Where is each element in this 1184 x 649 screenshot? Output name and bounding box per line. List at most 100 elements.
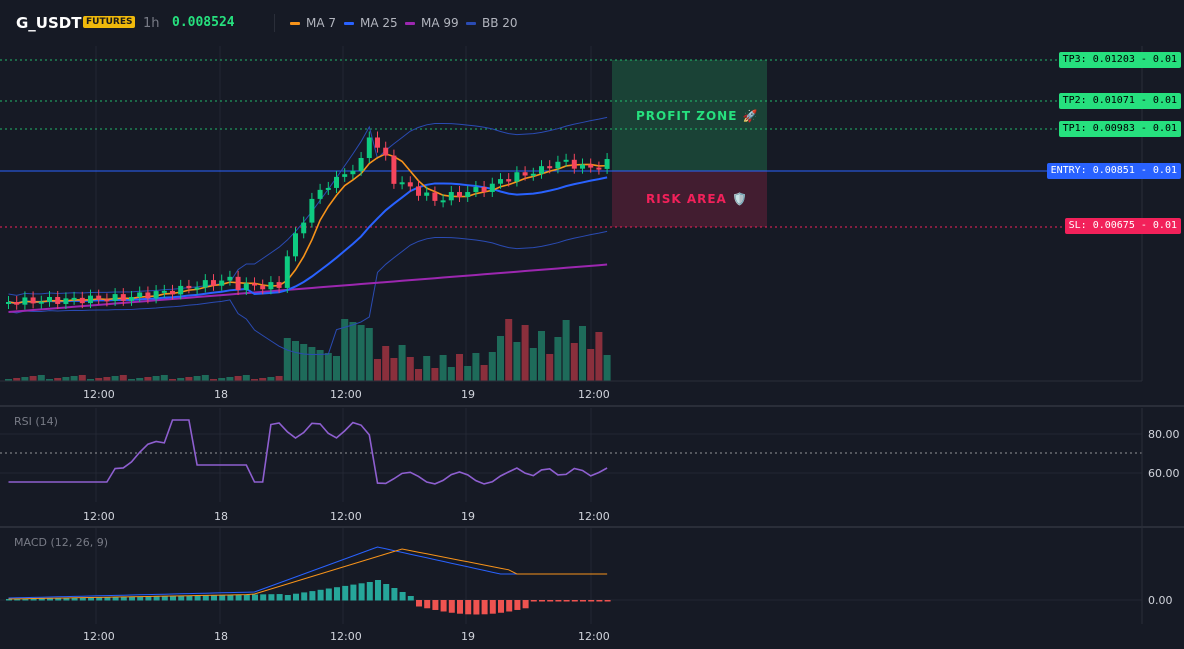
legend-ma25[interactable]: MA 25 (344, 16, 398, 30)
entry-label[interactable]: ENTRY: 0.00851 - 0.01 (1046, 163, 1181, 179)
volume-bar (365, 328, 373, 381)
volume-bar (242, 375, 250, 381)
macd-histogram-bar (604, 600, 611, 602)
volume-bar (349, 322, 357, 381)
macd-histogram-bar (399, 592, 406, 601)
volume-bar (529, 348, 537, 381)
candle-body (358, 158, 364, 171)
volume-bar (456, 354, 463, 381)
interval-selector[interactable]: 1h (143, 16, 160, 31)
macd-histogram-bar (571, 600, 578, 602)
macd-histogram-bar (38, 598, 45, 601)
macd-histogram-bar (129, 596, 135, 601)
macd-histogram-bar (383, 584, 390, 601)
macd-histogram-bar (47, 598, 53, 601)
macd-histogram-bar (498, 600, 504, 613)
legend-bb20[interactable]: BB 20 (466, 16, 518, 30)
candle-body (432, 192, 438, 201)
macd-histogram-bar (252, 594, 258, 601)
volume-bar (136, 378, 144, 381)
volume-bar (341, 319, 349, 381)
volume-bar (283, 338, 291, 381)
time-label: 12:00 (83, 388, 115, 401)
macd-histogram-bar (88, 597, 94, 601)
volume-bar (5, 379, 12, 381)
candle-body (596, 167, 602, 170)
volume-bar (357, 325, 365, 381)
volume-bar (488, 352, 496, 381)
macd-histogram-bar (547, 600, 554, 602)
macd-histogram-bar (539, 600, 545, 602)
tp3-label[interactable]: TP3: 0.01203 - 0.01 (1058, 52, 1181, 68)
volume-bar (103, 377, 111, 381)
volume-bar (579, 326, 586, 381)
symbol-name[interactable]: G_USDT (16, 14, 82, 32)
bb-upper-line (8, 116, 608, 296)
volume-bar (251, 379, 258, 381)
macd-histogram-bar (104, 597, 111, 601)
volume-bar (398, 345, 406, 381)
macd-histogram-bar (186, 595, 193, 601)
candle-body (424, 192, 430, 196)
macd-histogram-bar (350, 584, 357, 601)
candle-body (325, 187, 331, 190)
last-price: 0.008524 (172, 15, 235, 30)
volume-bar (226, 377, 234, 381)
macd-histogram-bar (63, 597, 70, 601)
candle-body (547, 166, 553, 169)
volume-bar (292, 341, 299, 381)
legend-ma25-label: MA 25 (360, 16, 398, 30)
volume-bar (595, 332, 603, 381)
volume-bar (21, 377, 29, 381)
candle-body (211, 280, 216, 286)
macd-title: MACD (12, 26, 9) (14, 536, 109, 549)
legend-ma7[interactable]: MA 7 (290, 16, 336, 30)
macd-histogram-bar (202, 595, 209, 601)
candle-body (489, 183, 495, 192)
macd-histogram-bar (448, 600, 455, 613)
tp2-label[interactable]: TP2: 0.01071 - 0.01 (1058, 93, 1181, 109)
macd-histogram-bar (563, 600, 570, 602)
candle-body (145, 292, 151, 299)
volume-bar (128, 379, 135, 381)
sl-label[interactable]: SL: 0.00675 - 0.01 (1064, 218, 1181, 234)
time-label: 12:00 (578, 630, 610, 643)
candle-body (161, 290, 167, 293)
macd-signal-line (8, 548, 608, 600)
volume-bar (119, 375, 127, 381)
legend-ma99[interactable]: MA 99 (405, 16, 459, 30)
candle-body (120, 294, 126, 301)
macd-histogram-bar (522, 600, 529, 609)
tp1-label[interactable]: TP1: 0.00983 - 0.01 (1058, 121, 1181, 137)
ma7-swatch-icon (290, 21, 300, 25)
volume-bar (480, 365, 488, 381)
volume-bar (538, 331, 545, 381)
macd-histogram-bar (555, 600, 562, 602)
macd-histogram-bar (14, 598, 21, 601)
volume-bar (160, 375, 168, 381)
candle-body (137, 292, 143, 298)
candle-body (47, 296, 52, 302)
ma25-swatch-icon (344, 21, 354, 25)
macd-histogram-bar (309, 591, 316, 601)
candle-body (268, 282, 274, 290)
volume-bar (46, 379, 53, 381)
macd-histogram-bar (375, 580, 381, 601)
candle-body (448, 192, 454, 201)
volume-bar (210, 379, 217, 381)
rsi-title: RSI (14) (14, 415, 58, 428)
macd-histogram-bar (489, 600, 496, 614)
macd-histogram-bar (219, 595, 226, 601)
volume-bar (185, 377, 193, 381)
candle-body (55, 296, 61, 304)
profit-zone-label: PROFIT ZONE 🚀 (636, 109, 759, 123)
macd-histogram-bar (325, 588, 332, 601)
macd-tick: 0.00 (1148, 594, 1173, 607)
volume-bar (300, 344, 308, 381)
volume-bar (382, 346, 390, 381)
volume-bar (308, 347, 316, 381)
legend-bb20-label: BB 20 (482, 16, 518, 30)
pane-separators (0, 46, 1184, 624)
candle-body (202, 280, 208, 288)
